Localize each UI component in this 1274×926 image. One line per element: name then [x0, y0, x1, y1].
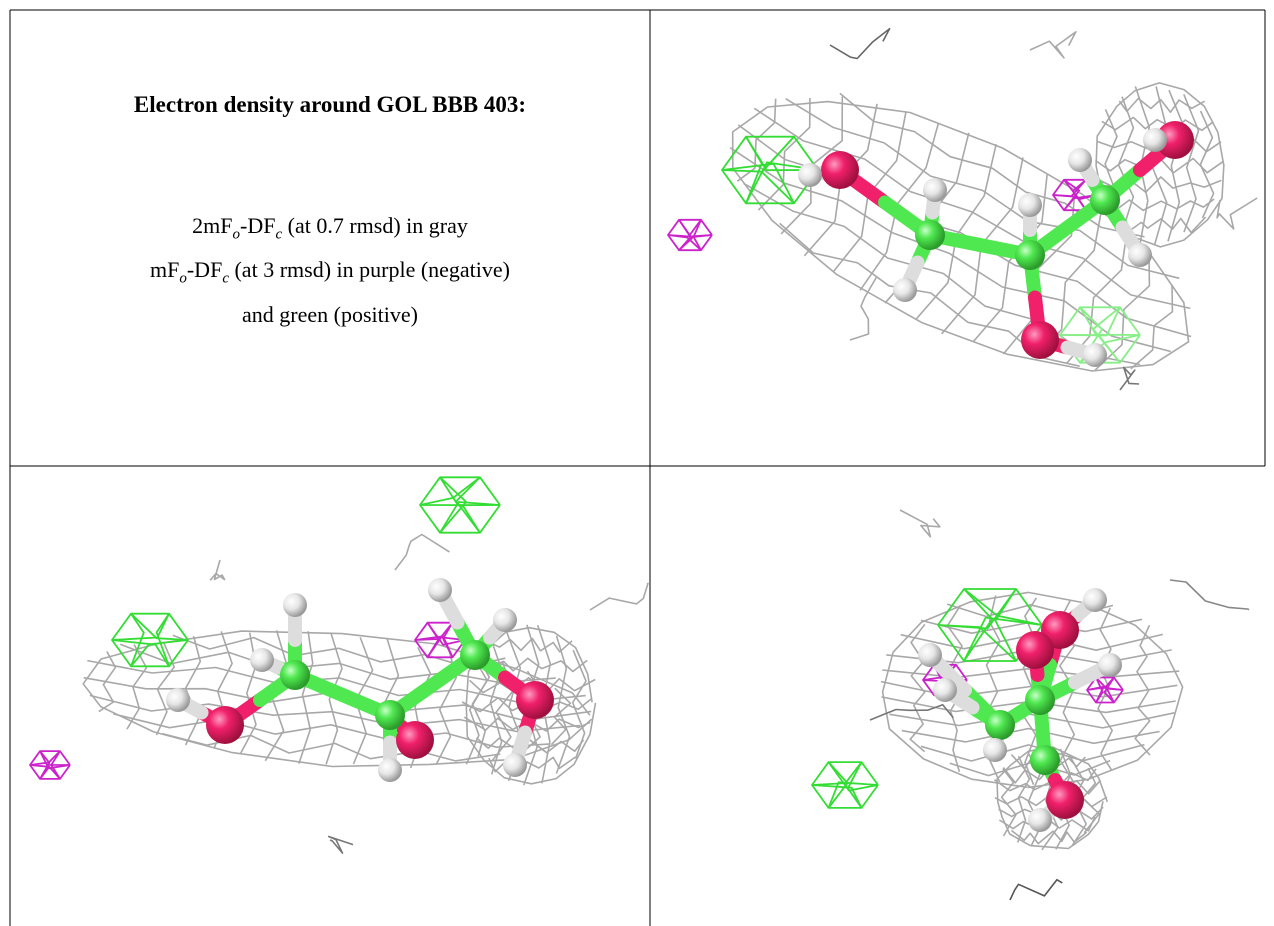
text: mF: [150, 257, 179, 282]
text: (at 0.7 rmsd) in gray: [282, 213, 468, 238]
mesh-line: [1119, 97, 1134, 232]
mesh-line: [1104, 198, 1214, 211]
atom: [798, 163, 822, 187]
mesh-fragment: [1170, 580, 1249, 610]
atom: [283, 593, 307, 617]
mesh-fragment: [329, 837, 353, 854]
atom: [1068, 148, 1092, 172]
mesh-fragment: [590, 583, 648, 610]
subscript: o: [179, 271, 187, 287]
atom: [933, 678, 957, 702]
legend-line: mFo-DFc (at 3 rmsd) in purple (negative): [10, 252, 650, 296]
atom: [396, 721, 434, 759]
text: -DF: [240, 213, 275, 238]
text: and green (positive): [242, 302, 418, 327]
mesh-line: [902, 729, 1160, 744]
atom: [1090, 185, 1120, 215]
mesh-fragment: [1030, 32, 1076, 58]
mesh-line: [466, 658, 487, 764]
molecule-renders: [30, 29, 1257, 900]
figure: Electron density around GOL BBB 403: 2mF…: [0, 0, 1274, 926]
text: -DF: [187, 257, 222, 282]
atom: [503, 753, 527, 777]
atom: [983, 738, 1007, 762]
atom: [206, 706, 244, 744]
text: 2mF: [192, 213, 232, 238]
atom: [1021, 321, 1059, 359]
atom: [1016, 631, 1054, 669]
mesh-line: [746, 137, 762, 204]
cell-legend: 2mFo-DFc (at 0.7 rmsd) in gray mFo-DFc (…: [10, 208, 650, 333]
subscript: o: [233, 226, 241, 242]
atom: [460, 640, 490, 670]
mesh-fragment: [1120, 367, 1139, 390]
atom: [493, 608, 517, 632]
atom: [280, 660, 310, 690]
cell-title: Electron density around GOL BBB 403:: [10, 92, 650, 118]
atom: [923, 178, 947, 202]
atom: [1046, 781, 1084, 819]
atom: [1015, 240, 1045, 270]
atom: [1030, 745, 1060, 775]
mesh-line: [848, 762, 862, 808]
mesh-line: [840, 93, 1145, 236]
text: (at 3 rmsd) in purple (negative): [229, 257, 510, 282]
mesh-fragment: [1010, 880, 1062, 900]
atom: [1018, 193, 1042, 217]
atom: [1128, 243, 1152, 267]
mesh-line: [186, 636, 201, 745]
mesh-fragment: [1217, 198, 1257, 229]
mesh-fragment: [210, 560, 225, 580]
atom: [166, 688, 190, 712]
atom: [1083, 588, 1107, 612]
atom: [250, 648, 274, 672]
atom: [1025, 685, 1055, 715]
mesh-fragment: [395, 535, 449, 571]
atom: [893, 278, 917, 302]
atom: [516, 681, 554, 719]
mesh-fragment: [900, 510, 940, 537]
atom: [1098, 653, 1122, 677]
density-panels: [0, 0, 1274, 926]
atom: [1143, 128, 1167, 152]
mesh-fragment: [830, 29, 890, 59]
atom: [428, 578, 452, 602]
atom: [375, 700, 405, 730]
mesh-line: [730, 148, 1171, 352]
atom: [1028, 808, 1052, 832]
subscript: c: [222, 271, 229, 287]
atom: [1083, 343, 1107, 367]
atom: [915, 220, 945, 250]
atom: [985, 710, 1015, 740]
atom: [918, 643, 942, 667]
atom: [378, 758, 402, 782]
atom: [821, 151, 859, 189]
mesh-line: [754, 108, 1190, 308]
legend-line: 2mFo-DFc (at 0.7 rmsd) in gray: [10, 208, 650, 252]
legend-line: and green (positive): [10, 297, 650, 333]
mesh-line: [889, 713, 1174, 728]
